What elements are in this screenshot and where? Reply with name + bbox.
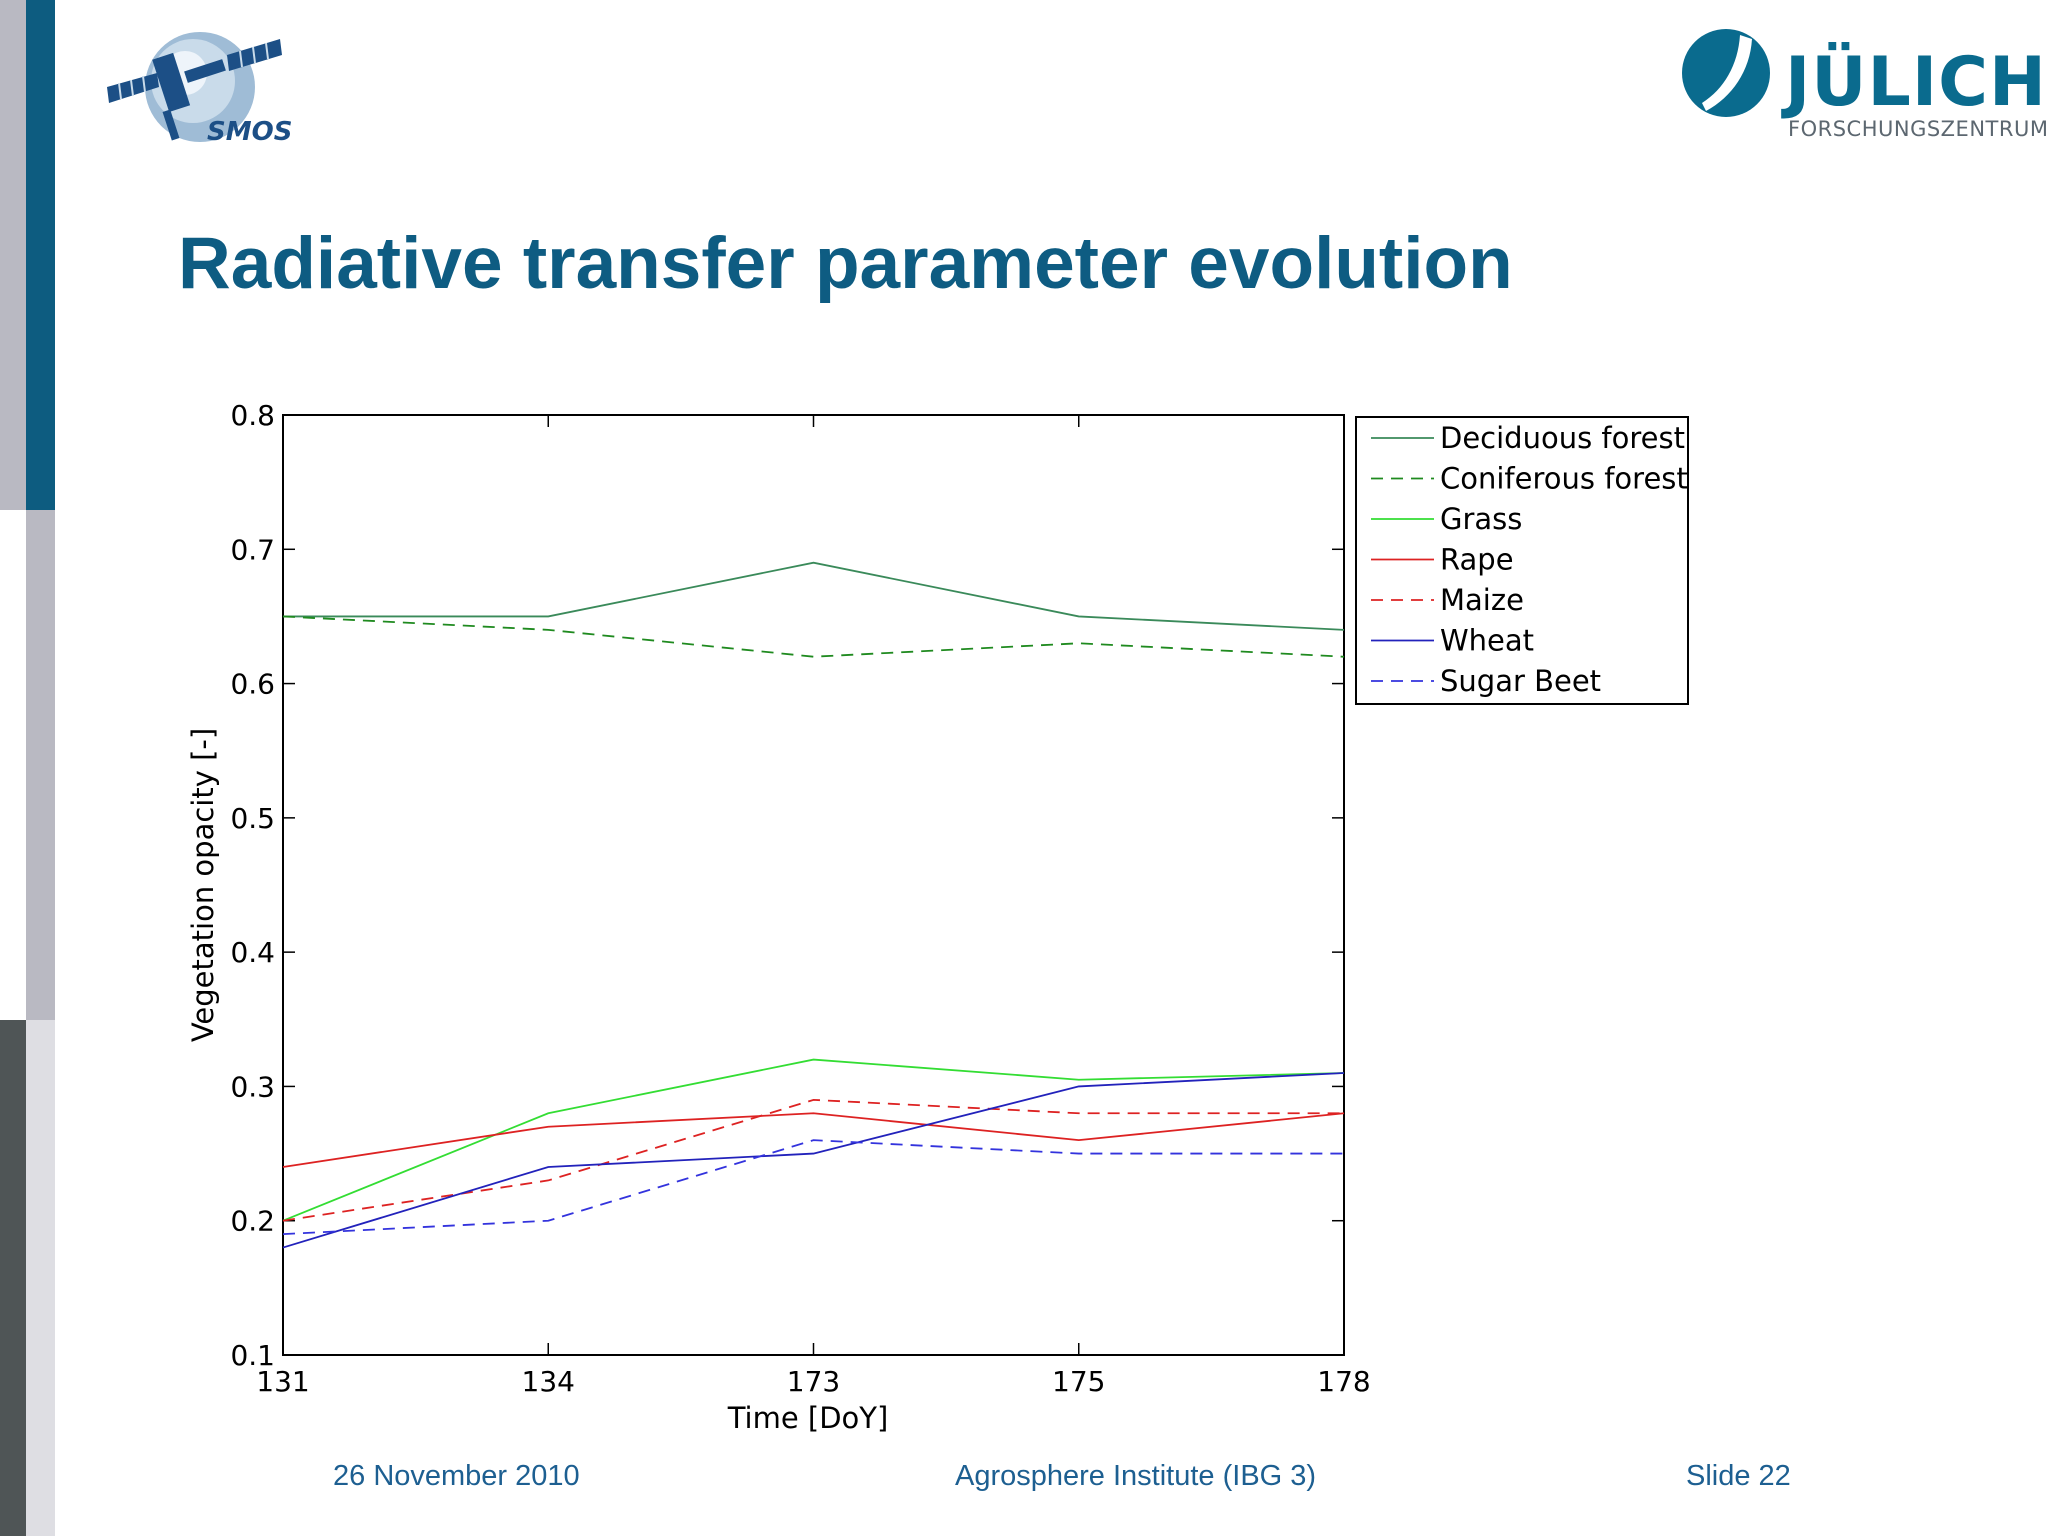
julich-logo: JÜLICH FORSCHUNGSZENTRUM (1680, 25, 2048, 145)
y-tick-labels: 0.1 0.2 0.3 0.4 0.5 0.6 0.7 0.8 (230, 399, 275, 1372)
smos-logo: SMOS (105, 25, 315, 155)
series-line-wheat (282, 1072, 1345, 1249)
y-tick-label: 0.6 (230, 668, 275, 701)
footer-date: 26 November 2010 (333, 1460, 580, 1492)
series-lines (282, 561, 1345, 1249)
legend-label: Wheat (1440, 624, 1534, 658)
y-tick-label: 0.2 (230, 1205, 275, 1238)
smos-logo-text: SMOS (207, 117, 293, 147)
slide-title: Radiative transfer parameter evolution (178, 223, 1513, 304)
x-tick-label: 175 (1052, 1365, 1105, 1398)
x-axis-label: Time [DoY] (727, 1401, 889, 1435)
sidebar-teal (26, 0, 55, 510)
julich-logo-name: JÜLICH (1785, 43, 2047, 122)
julich-logo-subtitle: FORSCHUNGSZENTRUM (1788, 117, 2048, 141)
y-tick-label: 0.8 (230, 399, 275, 432)
legend-label: Grass (1440, 502, 1522, 536)
sidebar-light-bottom (26, 1020, 55, 1536)
y-tick-label: 0.3 (230, 1070, 275, 1103)
series-line-sugar-beet (282, 1139, 1344, 1236)
legend-label: Sugar Beet (1440, 664, 1601, 698)
legend-label: Deciduous forest (1440, 421, 1685, 455)
x-tick-labels: 131 134 173 175 178 (256, 1365, 1370, 1398)
y-tick-label: 0.4 (230, 936, 275, 969)
x-tick-label: 134 (522, 1365, 575, 1398)
series-line-maize (282, 1098, 1344, 1222)
legend-label: Coniferous forest (1440, 462, 1688, 496)
x-tick-label: 131 (256, 1365, 309, 1398)
sidebar-gray-mid (26, 510, 55, 1020)
axis-ticks (282, 414, 1345, 1356)
legend-box (1355, 416, 1689, 705)
y-tick-label: 0.1 (230, 1339, 275, 1372)
sidebar-gray-top (0, 0, 26, 510)
x-tick-label: 173 (787, 1365, 840, 1398)
legend: Deciduous forest Coniferous forest Grass Ra… (1355, 416, 1689, 705)
y-tick-label: 0.7 (230, 533, 275, 566)
series-line-deciduous-forest (283, 561, 1345, 631)
y-axis-label: Vegetation opacity [-] (186, 728, 220, 1042)
legend-label: Rape (1440, 543, 1514, 577)
series-line-coniferous-forest (282, 615, 1345, 658)
series-line-rape (282, 1112, 1345, 1168)
julich-logo-mark (1682, 29, 1770, 117)
x-tick-label: 178 (1317, 1365, 1370, 1398)
series-line-grass (282, 1058, 1345, 1222)
legend-label: Maize (1440, 583, 1524, 617)
footer-slide-number: Slide 22 (1686, 1460, 1791, 1492)
sidebar-light (0, 510, 26, 1020)
sidebar-dark (0, 1020, 26, 1536)
sidebar-decoration (0, 0, 55, 1536)
plot-area (282, 414, 1345, 1356)
y-tick-label: 0.5 (230, 802, 275, 835)
footer-institute: Agrosphere Institute (IBG 3) (955, 1460, 1317, 1492)
